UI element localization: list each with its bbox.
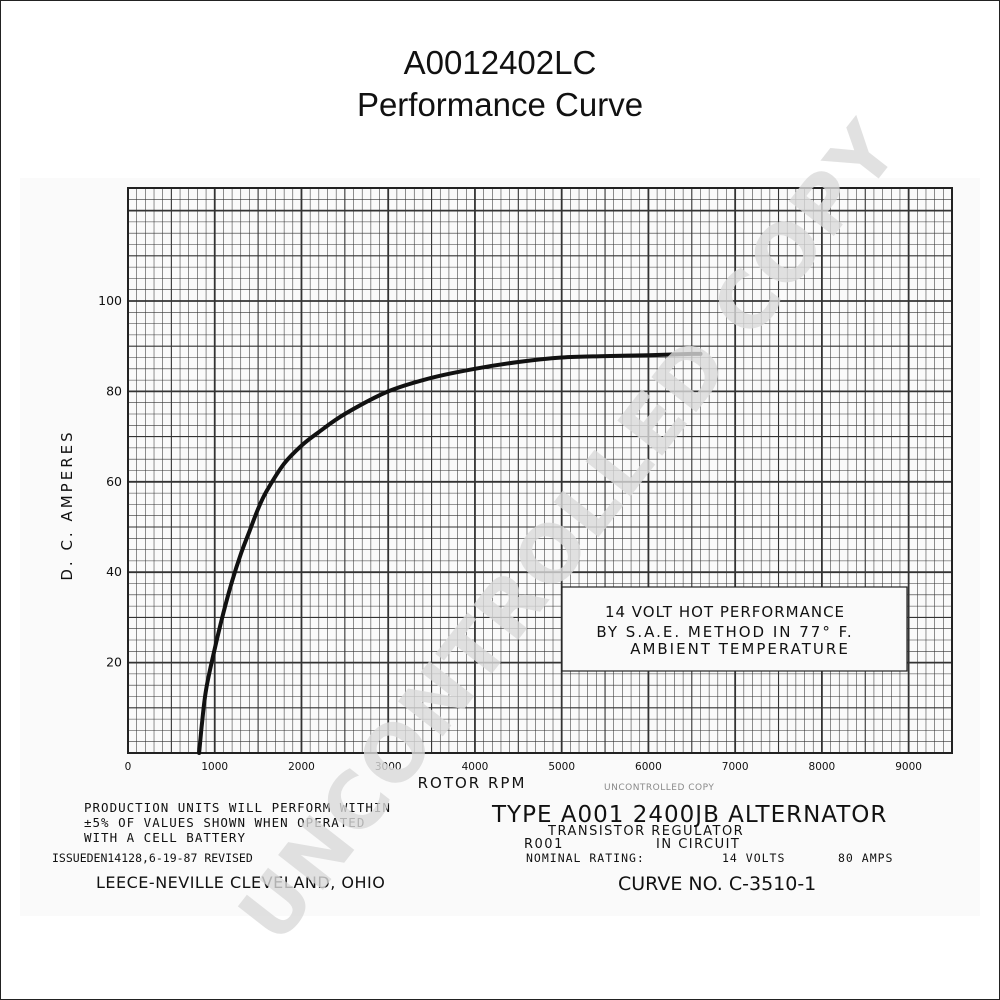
curve-number: CURVE NO. C-3510-1 bbox=[618, 873, 816, 895]
production-note-3: WITH A CELL BATTERY bbox=[84, 830, 246, 845]
x-tick-label: 8000 bbox=[809, 761, 836, 773]
x-tick-label: 0 bbox=[125, 761, 132, 773]
nominal-volts: 14 VOLTS bbox=[722, 851, 785, 865]
annotation-line-2: BY S.A.E. METHOD IN 77° F. bbox=[596, 623, 853, 641]
x-tick-label: 3000 bbox=[375, 761, 402, 773]
regulator-note: TRANSISTOR REGULATOR bbox=[547, 824, 744, 839]
page-subtitle: Performance Curve bbox=[356, 86, 644, 123]
header: A0012402LC Performance Curve bbox=[0, 42, 1000, 126]
in-circuit-note: IN CIRCUIT bbox=[656, 837, 740, 852]
x-tick-label: 6000 bbox=[635, 761, 662, 773]
y-tick-label: 80 bbox=[106, 383, 122, 398]
issued-note: ISSUEDEN14128,6-19-87 REVISED bbox=[52, 851, 253, 865]
y-tick-labels: 20 40 60 80 100 bbox=[98, 293, 122, 670]
x-tick-label: 1000 bbox=[201, 761, 228, 773]
x-tick-label: 7000 bbox=[722, 761, 749, 773]
y-tick-label: 60 bbox=[106, 474, 122, 489]
production-note-2: ±5% OF VALUES SHOWN WHEN OPERATED bbox=[84, 815, 365, 830]
performance-curve bbox=[197, 351, 703, 755]
page-title: A0012402LC bbox=[403, 44, 597, 81]
plot-border bbox=[127, 187, 953, 754]
x-axis-label: ROTOR RPM bbox=[418, 774, 527, 792]
x-tick-label: 4000 bbox=[462, 761, 489, 773]
x-tick-label: 2000 bbox=[288, 761, 315, 773]
y-tick-label: 20 bbox=[106, 655, 122, 670]
x-tick-label: 5000 bbox=[548, 761, 575, 773]
x-tick-label: 9000 bbox=[895, 761, 922, 773]
nominal-amps: 80 AMPS bbox=[838, 851, 893, 865]
x-tick-labels: 0 1000 2000 3000 4000 5000 6000 7000 8000 9000 bbox=[125, 761, 922, 773]
uncontrolled-stamp: UNCONTROLLED COPY bbox=[604, 783, 714, 793]
company-line: LEECE-NEVILLE CLEVELAND, OHIO bbox=[96, 873, 385, 892]
y-tick-label: 40 bbox=[106, 564, 122, 579]
type-line: TYPE A001 2400JB ALTERNATOR bbox=[491, 802, 887, 828]
y-tick-label: 100 bbox=[98, 293, 122, 308]
annotation-box bbox=[561, 586, 908, 672]
annotation-line-3: AMBIENT TEMPERATURE bbox=[630, 640, 850, 658]
annotation-line-1: 14 VOLT HOT PERFORMANCE bbox=[605, 603, 845, 621]
y-axis-label: D. C. AMPERES bbox=[58, 429, 76, 580]
production-note-1: PRODUCTION UNITS WILL PERFORM WITHIN bbox=[84, 800, 391, 815]
regulator-code: R001 bbox=[524, 837, 564, 852]
nominal-label: NOMINAL RATING: bbox=[526, 851, 645, 865]
